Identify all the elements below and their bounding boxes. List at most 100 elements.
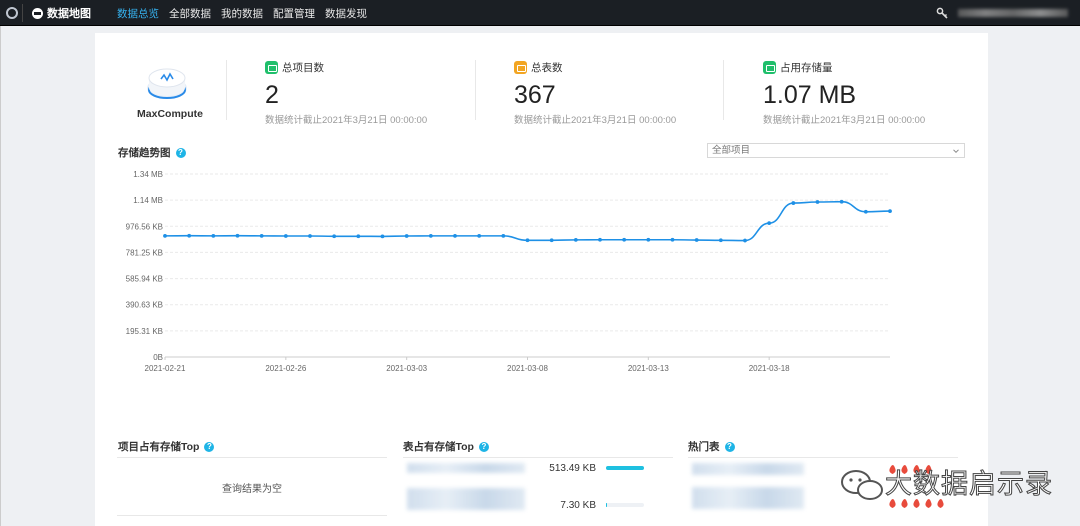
- data-point[interactable]: [211, 233, 216, 238]
- data-point[interactable]: [283, 234, 288, 238]
- data-point[interactable]: [308, 234, 312, 238]
- data-point[interactable]: [453, 233, 457, 238]
- data-point[interactable]: [235, 233, 240, 238]
- hot-tables-label: 热门表: [688, 441, 720, 453]
- divider: [117, 457, 387, 458]
- key-icon[interactable]: [936, 7, 948, 19]
- data-point[interactable]: [718, 238, 723, 243]
- user-name-blurred[interactable]: [958, 9, 1068, 17]
- data-point[interactable]: [622, 237, 627, 242]
- help-icon[interactable]: ?: [175, 147, 186, 158]
- size-bar-fill: [606, 503, 607, 507]
- stat-value: 1.07 MB: [763, 81, 857, 109]
- divider: [723, 60, 724, 120]
- x-tick-label: 2021-03-13: [628, 364, 669, 373]
- data-point[interactable]: [525, 238, 530, 243]
- x-tick-label: 2021-02-21: [145, 364, 186, 373]
- top-bar: 数据地图 数据总览 全部数据 我的数据 配置管理 数据发现: [0, 0, 1080, 26]
- data-point[interactable]: [815, 200, 820, 204]
- stat-title: 占用存储量: [780, 62, 833, 74]
- data-point[interactable]: [694, 238, 699, 242]
- project-top-label: 项目占有存储Top: [118, 441, 200, 453]
- divider: [403, 457, 673, 458]
- product-logo[interactable]: [6, 0, 18, 26]
- y-tick-label: 0B: [153, 353, 163, 362]
- y-tick-label: 390.63 KB: [126, 301, 163, 310]
- wechat-watermark-icon: [841, 465, 944, 508]
- storage-icon: [763, 61, 776, 74]
- storage-trend-chart: 0B 195.31 KB 390.63 KB 585.94 KB 781.25 KB 97…: [126, 170, 892, 373]
- table-top-label: 表占有存储Top: [403, 441, 474, 453]
- app-icon: [32, 7, 43, 19]
- stat-note: 数据统计截止2021年3月21日 00:00:00: [265, 115, 428, 126]
- stat-total-tables: 总表数 367 数据统计截止2021年3月21日 00:00:00: [514, 60, 676, 126]
- nav-discovery[interactable]: 数据发现: [325, 7, 367, 20]
- left-edge: [0, 26, 1, 526]
- help-icon[interactable]: ?: [204, 441, 215, 452]
- data-point[interactable]: [743, 238, 747, 243]
- maxcompute-icon: [147, 68, 187, 99]
- stat-storage: 占用存储量 1.07 MB 数据统计截止2021年3月21日 00:00:00: [763, 60, 925, 126]
- table-name-blurred[interactable]: [407, 463, 525, 473]
- chevron-down-icon: [953, 149, 959, 154]
- data-point[interactable]: [839, 199, 844, 204]
- data-point[interactable]: [598, 237, 602, 242]
- table-name-blurred[interactable]: [407, 488, 525, 510]
- divider: [688, 457, 958, 458]
- watermark-text: 大数据启示录: [885, 469, 1053, 501]
- help-icon[interactable]: ?: [478, 441, 489, 452]
- data-point[interactable]: [501, 233, 506, 238]
- data-point[interactable]: [259, 233, 264, 238]
- stat-title: 总表数: [531, 62, 563, 74]
- stat-note: 数据统计截止2021年3月21日 00:00:00: [514, 115, 677, 126]
- table-name-blurred[interactable]: [692, 487, 804, 509]
- divider: [22, 4, 23, 22]
- data-point[interactable]: [549, 238, 554, 243]
- table-size: 513.49 KB: [549, 463, 596, 474]
- main-nav: 数据总览 全部数据 我的数据 配置管理 数据发现: [112, 0, 372, 26]
- data-point[interactable]: [428, 233, 433, 238]
- nav-all-data[interactable]: 全部数据: [169, 7, 211, 20]
- nav-my-data[interactable]: 我的数据: [221, 7, 263, 20]
- data-point[interactable]: [670, 237, 675, 242]
- overview-panel: [95, 33, 988, 526]
- data-point[interactable]: [888, 209, 892, 214]
- data-point[interactable]: [332, 234, 337, 239]
- y-tick-label: 1.14 MB: [133, 196, 163, 205]
- nav-config[interactable]: 配置管理: [273, 7, 315, 20]
- data-point[interactable]: [767, 221, 772, 226]
- table-top-title: 表占有存储Top ?: [403, 439, 489, 454]
- data-point[interactable]: [646, 237, 651, 242]
- y-tick-label: 585.94 KB: [126, 275, 163, 284]
- y-tick-label: 195.31 KB: [126, 327, 163, 336]
- data-point[interactable]: [356, 234, 361, 239]
- project-select-value: 全部项目: [712, 145, 751, 156]
- data-point[interactable]: [477, 233, 482, 238]
- data-point[interactable]: [163, 233, 167, 238]
- help-icon[interactable]: ?: [724, 441, 735, 452]
- y-tick-label: 781.25 KB: [126, 248, 163, 257]
- data-point[interactable]: [187, 233, 192, 238]
- grid-icon: [514, 61, 527, 74]
- stat-value: 367: [514, 81, 556, 109]
- app-title[interactable]: 数据地图: [32, 0, 91, 26]
- size-bar-track: [606, 503, 644, 507]
- table-name-blurred[interactable]: [692, 463, 804, 475]
- x-tick-label: 2021-02-26: [265, 364, 306, 373]
- trend-title-label: 存储趋势图: [118, 147, 171, 159]
- data-point[interactable]: [380, 234, 385, 239]
- data-point[interactable]: [404, 234, 409, 238]
- data-point[interactable]: [863, 209, 868, 214]
- data-point[interactable]: [791, 201, 796, 205]
- engine-name: MaxCompute: [137, 108, 203, 120]
- divider: [475, 60, 476, 120]
- nav-overview[interactable]: 数据总览: [117, 7, 159, 20]
- hot-tables-title: 热门表 ?: [688, 439, 735, 454]
- x-tick-label: 2021-03-18: [749, 364, 790, 373]
- data-point[interactable]: [573, 237, 578, 242]
- logo-icon: [6, 7, 18, 19]
- project-select[interactable]: 全部项目: [707, 143, 965, 158]
- divider: [226, 60, 227, 120]
- x-tick-label: 2021-03-08: [507, 364, 548, 373]
- x-tick-label: 2021-03-03: [386, 364, 427, 373]
